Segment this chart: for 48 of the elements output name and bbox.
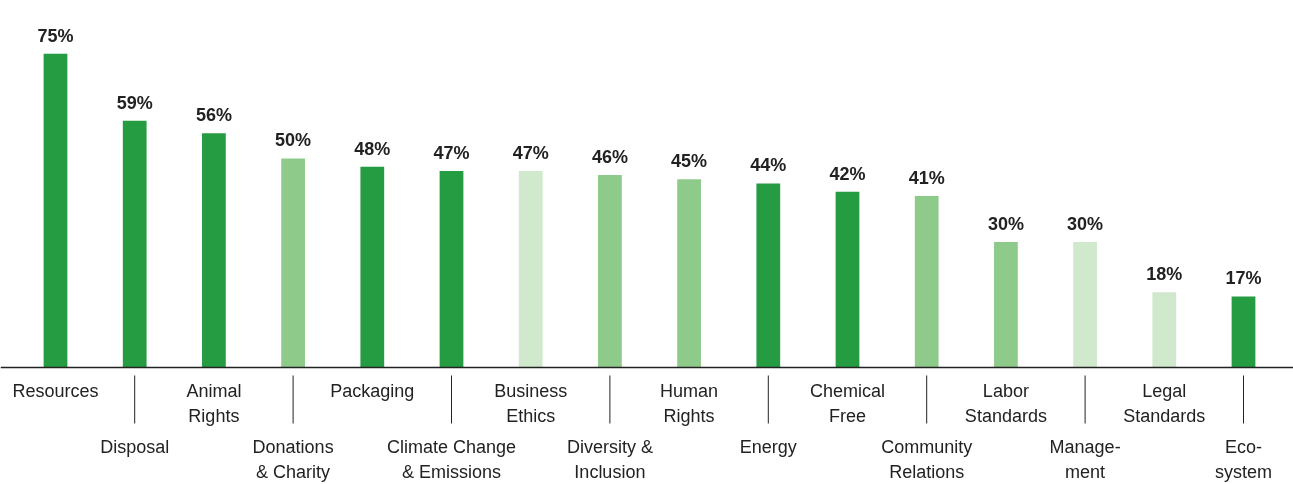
x-tick-label: Packaging	[330, 381, 415, 402]
x-tick-label: Animal Rights	[186, 381, 242, 427]
data-label: 50%	[275, 130, 312, 151]
bar	[202, 133, 226, 368]
x-tick-label: Eco- system	[1215, 437, 1273, 483]
data-label: 56%	[195, 105, 232, 126]
data-label: 44%	[750, 155, 787, 176]
bar	[439, 170, 464, 368]
data-label: 18%	[1146, 264, 1183, 285]
bar	[914, 196, 939, 368]
data-label: 47%	[433, 142, 470, 163]
bar	[1231, 296, 1256, 368]
bar	[1152, 292, 1177, 368]
bar	[677, 179, 701, 368]
bar	[360, 166, 385, 368]
bar	[281, 158, 305, 368]
data-label: 30%	[1067, 214, 1104, 235]
data-label: 59%	[116, 92, 153, 113]
bar	[1073, 242, 1097, 368]
data-label: 47%	[512, 142, 549, 163]
x-tick-label: Human Rights	[660, 381, 719, 427]
bar	[835, 191, 860, 368]
x-tick-label: Diversity & Inclusion	[566, 437, 653, 483]
bar	[994, 242, 1018, 368]
x-tick-label: Climate Change & Emissions	[386, 437, 517, 483]
x-tick-label: Community Relations	[881, 437, 973, 483]
data-label: 75%	[37, 25, 74, 46]
data-label: 46%	[591, 147, 628, 168]
data-label: 42%	[829, 163, 866, 184]
x-tick-label: Disposal	[100, 437, 170, 458]
x-tick-label: Business Ethics	[494, 381, 568, 427]
x-tick-label: Manage- ment	[1049, 437, 1121, 483]
data-label: 41%	[908, 168, 945, 189]
x-tick-label: Labor Standards	[964, 381, 1047, 427]
bar	[756, 183, 781, 368]
bar	[598, 175, 622, 368]
data-label: 17%	[1225, 268, 1262, 289]
bar	[122, 120, 147, 368]
x-tick-label: Donations & Charity	[252, 437, 334, 483]
data-label: 30%	[987, 214, 1024, 235]
bar	[518, 170, 543, 368]
data-label: 45%	[671, 151, 708, 172]
x-tick-label: Energy	[739, 437, 797, 458]
bar	[43, 53, 68, 368]
x-tick-label: Chemical Free	[809, 381, 886, 427]
x-tick-label: Legal Standards	[1123, 381, 1206, 427]
data-label: 48%	[354, 138, 391, 159]
x-tick-label: Resources	[12, 381, 99, 402]
